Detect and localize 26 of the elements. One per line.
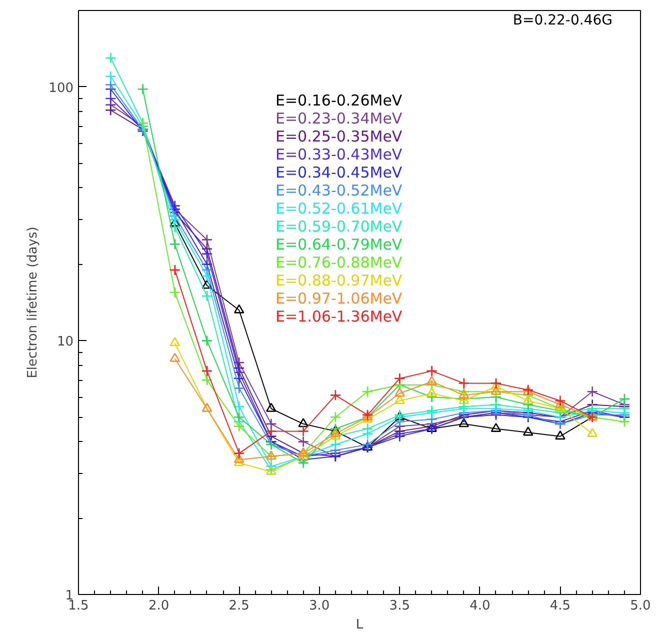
text: E=0.76-0.88MeV [276, 254, 403, 272]
text: E=0.64-0.79MeV [276, 236, 403, 254]
text: E=0.43-0.52MeV [276, 182, 403, 200]
text: E=0.25-0.35MeV [276, 128, 403, 146]
text: E=0.52-0.61MeV [276, 200, 403, 218]
y-axis-title: Electron lifetime (days) [26, 226, 41, 378]
y-tick-label: 100 [48, 80, 74, 96]
text: E=0.23-0.34MeV [276, 110, 403, 128]
annotation: B=0.22-0.46G [512, 12, 613, 28]
text: E=0.59-0.70MeV [276, 218, 403, 236]
x-tick-label: 2.5 [228, 598, 250, 614]
x-tick-label: 3.0 [309, 598, 330, 614]
x-tick-label: 1.5 [68, 598, 89, 614]
y-tick-label: 10 [56, 334, 74, 350]
x-tick-label: 3.5 [389, 598, 410, 614]
x-tick-label: 4.5 [550, 598, 571, 614]
x-tick-label: 4.0 [470, 598, 490, 614]
text: E=0.34-0.45MeV [276, 164, 403, 182]
x-axis-title: L [356, 618, 364, 632]
text: E=0.97-1.06MeV [276, 290, 403, 308]
text: E=0.33-0.43MeV [276, 146, 403, 164]
text: E=0.88-0.97MeV [276, 272, 403, 290]
x-tick-label: 2.0 [148, 598, 170, 614]
text: E=0.16-0.26MeV [276, 92, 403, 110]
text: E=1.06-1.36MeV [276, 308, 403, 326]
x-tick-label: 5.0 [630, 598, 651, 614]
